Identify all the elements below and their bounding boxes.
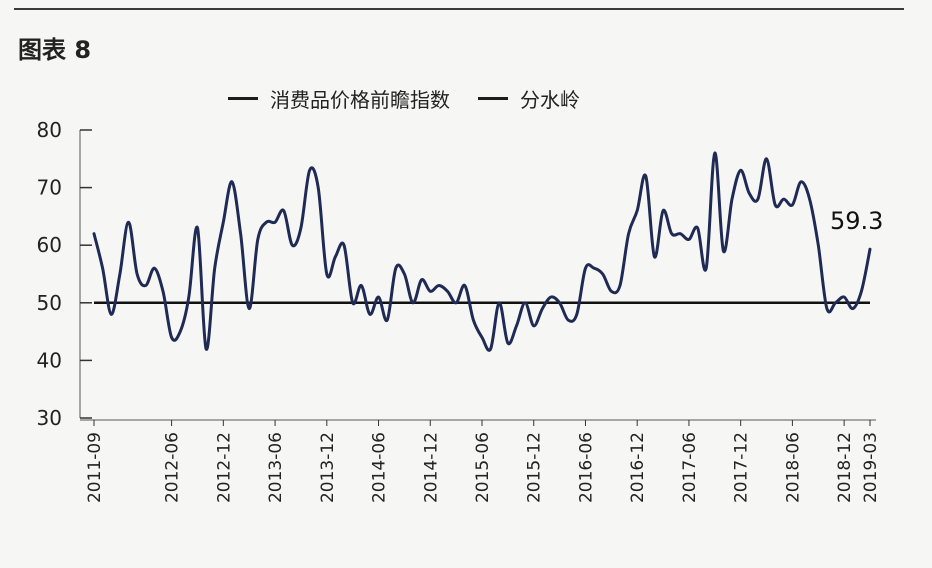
x-tick-label: 2016-12 (628, 432, 648, 503)
legend-swatch-threshold (478, 97, 508, 100)
annotations: 59.3 (830, 207, 883, 235)
x-tick-label: 2018-12 (835, 432, 855, 503)
series-lines (92, 151, 872, 352)
y-tick-label: 70 (37, 176, 62, 200)
x-tick-label: 2014-12 (421, 432, 441, 503)
figure-label: 图表 8 (18, 36, 92, 64)
x-tick-label: 2017-06 (680, 432, 700, 503)
y-tick-label: 80 (37, 118, 62, 142)
axes: 30 40 50 60 70 80 2011-09 2012-06 2012-12 2013-06… (37, 118, 881, 503)
y-tick-label: 30 (37, 406, 62, 430)
x-tick-label: 2017-12 (732, 432, 752, 503)
y-tick-label: 50 (37, 291, 62, 315)
x-tick-label: 2015-12 (525, 432, 545, 503)
legend-swatch-index (228, 97, 258, 100)
x-tick-label: 2015-06 (473, 432, 493, 503)
x-tick-label: 2013-12 (318, 432, 338, 503)
legend-item-index: 消费品价格前瞻指数 (228, 84, 450, 113)
x-tick-label: 2012-06 (163, 432, 183, 503)
y-tick-label: 60 (37, 233, 62, 257)
top-rule (14, 8, 904, 10)
legend-label-threshold: 分水岭 (520, 88, 580, 112)
legend-label-index: 消费品价格前瞻指数 (270, 88, 450, 112)
x-tick-label: 2013-06 (266, 432, 286, 503)
x-tick-label: 2014-06 (370, 432, 390, 503)
y-tick-label: 40 (37, 348, 62, 372)
data-label-last-value: 59.3 (830, 207, 883, 235)
x-tick-label: 2016-06 (576, 432, 596, 503)
legend-item-threshold: 分水岭 (478, 84, 580, 113)
series-line-index (92, 151, 872, 352)
x-tick-label: 2018-06 (783, 432, 803, 503)
x-tick-label: 2012-12 (214, 432, 234, 503)
x-tick-label: 2019-03 (861, 432, 881, 503)
legend: 消费品价格前瞻指数 分水岭 (228, 84, 608, 113)
x-tick-label: 2011-09 (85, 432, 105, 503)
